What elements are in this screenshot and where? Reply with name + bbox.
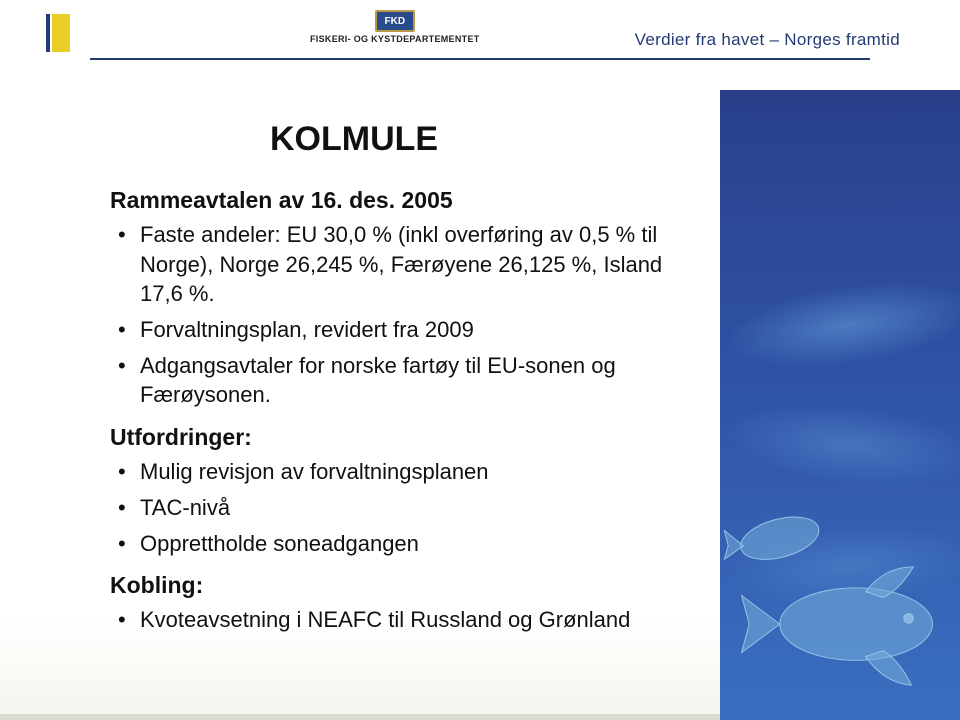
header-divider: [90, 58, 870, 60]
fkd-badge: FKD: [375, 10, 415, 32]
section-heading: Utfordringer:: [110, 424, 700, 451]
list-item: Kvoteavsetning i NEAFC til Russland og G…: [110, 605, 700, 635]
list-item: Faste andeler: EU 30,0 % (inkl overførin…: [110, 220, 700, 309]
department-label: FISKERI- OG KYSTDEPARTEMENTET: [310, 34, 480, 44]
content: KOLMULE Rammeavtalen av 16. des. 2005 Fa…: [110, 120, 700, 649]
right-panel: [720, 90, 960, 720]
bullet-list: Mulig revisjon av forvaltningsplanen TAC…: [110, 457, 700, 558]
tagline: Verdier fra havet – Norges framtid: [635, 30, 900, 50]
logo: FKD FISKERI- OG KYSTDEPARTEMENTET: [310, 10, 480, 44]
section-heading: Kobling:: [110, 572, 700, 599]
list-item: Mulig revisjon av forvaltningsplanen: [110, 457, 700, 487]
wave-graphic: [720, 248, 960, 401]
fish-icon: [722, 500, 952, 710]
slide-title: KOLMULE: [270, 120, 700, 159]
bottom-trim: [0, 714, 720, 720]
section-heading: Rammeavtalen av 16. des. 2005: [110, 187, 700, 214]
list-item: Opprettholde soneadgangen: [110, 529, 700, 559]
left-accent: [52, 14, 70, 52]
slide: FKD FISKERI- OG KYSTDEPARTEMENTET Verdie…: [0, 0, 960, 720]
list-item: TAC-nivå: [110, 493, 700, 523]
bullet-list: Faste andeler: EU 30,0 % (inkl overførin…: [110, 220, 700, 410]
bullet-list: Kvoteavsetning i NEAFC til Russland og G…: [110, 605, 700, 635]
wave-graphic: [720, 374, 960, 517]
list-item: Adgangsavtaler for norske fartøy til EU-…: [110, 351, 700, 410]
list-item: Forvaltningsplan, revidert fra 2009: [110, 315, 700, 345]
header: FKD FISKERI- OG KYSTDEPARTEMENTET Verdie…: [0, 0, 960, 90]
